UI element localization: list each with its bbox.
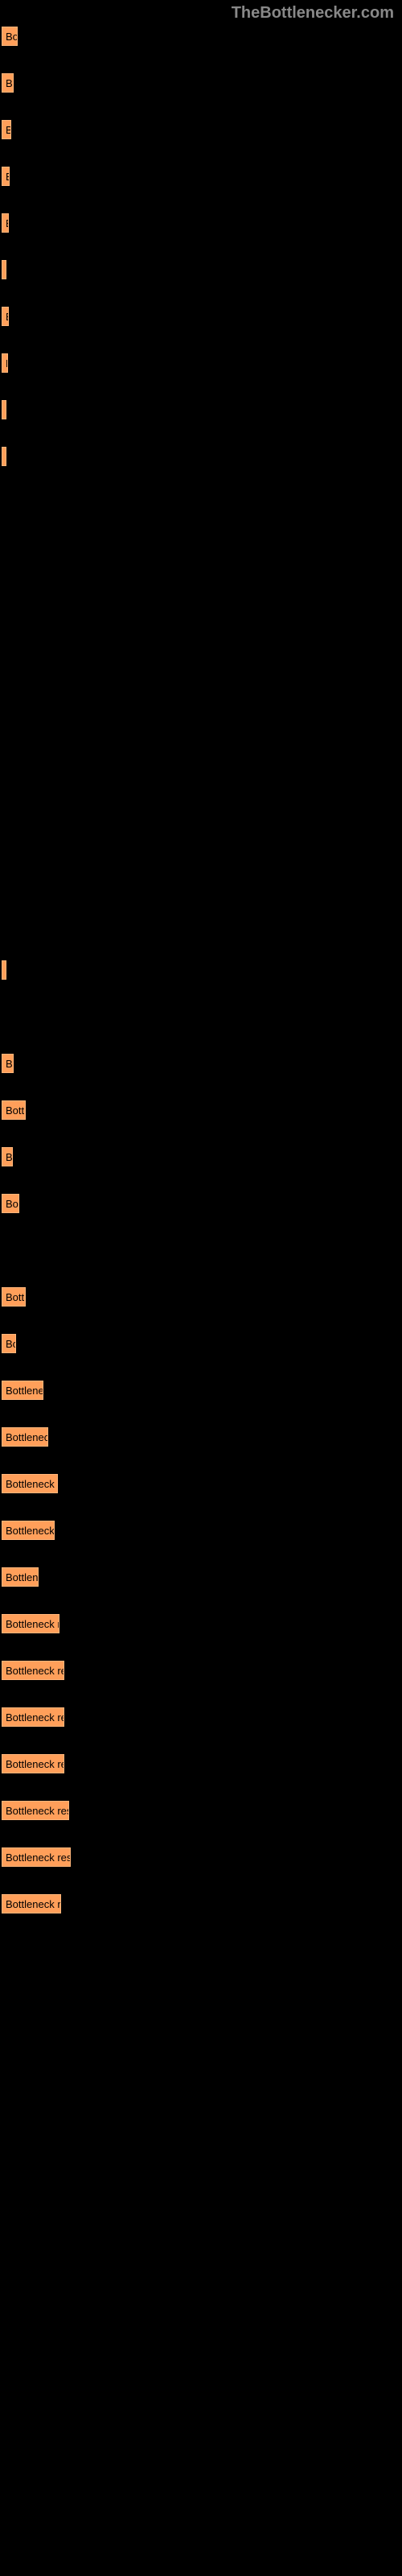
bar-label: Bo [6,31,18,43]
chart-bar: Bottleneck resu [2,1754,64,1773]
bar-label: Bottleneck r [6,1431,48,1443]
bar-row: Bottleneck resu [2,1661,400,1680]
bar-row [2,260,400,279]
chart-bar: B [2,213,9,233]
chart-bar: Bottleneck resu [2,1707,64,1727]
bar-row: B [2,1054,400,1073]
bar-row [2,867,400,886]
bar-row [2,820,400,840]
bar-label: Bot [6,1198,19,1210]
chart-bar: Bottle [2,1100,26,1120]
bar-label: Bottleneck result [6,1852,71,1864]
bar-label: Bottleneck result [6,1805,69,1817]
chart-bar: B [2,353,8,373]
bar-label: Bo [6,1338,16,1350]
bar-row [2,400,400,419]
bar-row [2,960,400,980]
bar-row: B [2,353,400,373]
bar-row: B [2,120,400,139]
bar-label: B [6,357,8,369]
bar-row: Bottleneck res [2,1894,400,1913]
bar-row: Bottleneck [2,1381,400,1400]
bar-row: B [2,307,400,326]
chart-bar: Bottleneck [2,1381,43,1400]
bar-label: Bottlenec [6,1571,39,1583]
watermark: TheBottlenecker.com [0,0,402,27]
bar-row: B [2,167,400,186]
chart-bar: B [2,1054,14,1073]
bar-label: Bottleneck re [6,1525,55,1537]
bar-label: B [6,171,10,183]
bar-label: B [6,1151,13,1163]
chart-bar: Bo [2,73,14,93]
bar-row: Bo [2,73,400,93]
bar-row [2,447,400,466]
chart-bar: Bottleneck r [2,1427,48,1447]
bar-row [2,634,400,653]
chart-bar: Bottleneck result [2,1801,69,1820]
bar-label: Bottleneck res [6,1478,58,1490]
bar-row [2,680,400,700]
bar-row [2,774,400,793]
bar-row [2,914,400,933]
chart-container: Bo Bo B B B B B B Bottle B Bot Bottle Bo Bottleneck Bo… [0,27,402,1913]
bar-label: Bottle [6,1291,26,1303]
chart-bar: Bottle [2,1287,26,1307]
bar-row: Bottleneck r [2,1427,400,1447]
chart-bar: Bo [2,1334,16,1353]
bar-row [2,587,400,606]
chart-bar: B [2,1147,13,1166]
bar-label: Bottle [6,1104,26,1117]
bar-label: Bottleneck res [6,1898,61,1910]
bar-label: B [6,124,11,136]
chart-bar: Bottleneck result [2,1847,71,1867]
bar-row [2,493,400,513]
chart-bar: Bot [2,1194,19,1213]
bar-row: Bottleneck res [2,1474,400,1493]
chart-bar: B [2,120,11,139]
chart-bar: Bottleneck res [2,1474,58,1493]
bar-row: Bottle [2,1287,400,1307]
chart-bar [2,447,6,466]
bar-row: Bottleneck resu [2,1707,400,1727]
bar-label: B [6,1058,13,1070]
bar-label: Bottleneck resu [6,1665,64,1677]
chart-bar: B [2,167,10,186]
chart-bar [2,400,6,419]
bar-label: Bo [6,77,14,89]
chart-bar: Bottleneck res [2,1614,59,1633]
bar-row: B [2,1147,400,1166]
bar-label: Bottleneck res [6,1618,59,1630]
bar-row: Bo [2,1334,400,1353]
bar-row: Bottleneck re [2,1521,400,1540]
bar-row: Bottlenec [2,1567,400,1587]
chart-bar: Bo [2,27,18,46]
bar-row: B [2,213,400,233]
chart-bar [2,960,6,980]
bar-row: Bottleneck result [2,1801,400,1820]
bar-row: Bottleneck resu [2,1754,400,1773]
bar-row: Bottleneck result [2,1847,400,1867]
chart-bar [2,260,6,279]
bar-row [2,1241,400,1260]
chart-bar: Bottlenec [2,1567,39,1587]
bar-label: B [6,217,9,229]
chart-bar: B [2,307,9,326]
bar-row [2,540,400,559]
bar-row [2,727,400,746]
bar-row: Bottle [2,1100,400,1120]
chart-bar: Bottleneck re [2,1521,55,1540]
chart-bar: Bottleneck res [2,1894,61,1913]
bar-row [2,1007,400,1026]
bar-label: Bottleneck resu [6,1758,64,1770]
chart-bar: Bottleneck resu [2,1661,64,1680]
bar-label: Bottleneck [6,1385,43,1397]
bar-row: Bo [2,27,400,46]
bar-label: Bottleneck resu [6,1711,64,1724]
bar-row: Bottleneck res [2,1614,400,1633]
bar-label: B [6,311,9,323]
bar-row: Bot [2,1194,400,1213]
